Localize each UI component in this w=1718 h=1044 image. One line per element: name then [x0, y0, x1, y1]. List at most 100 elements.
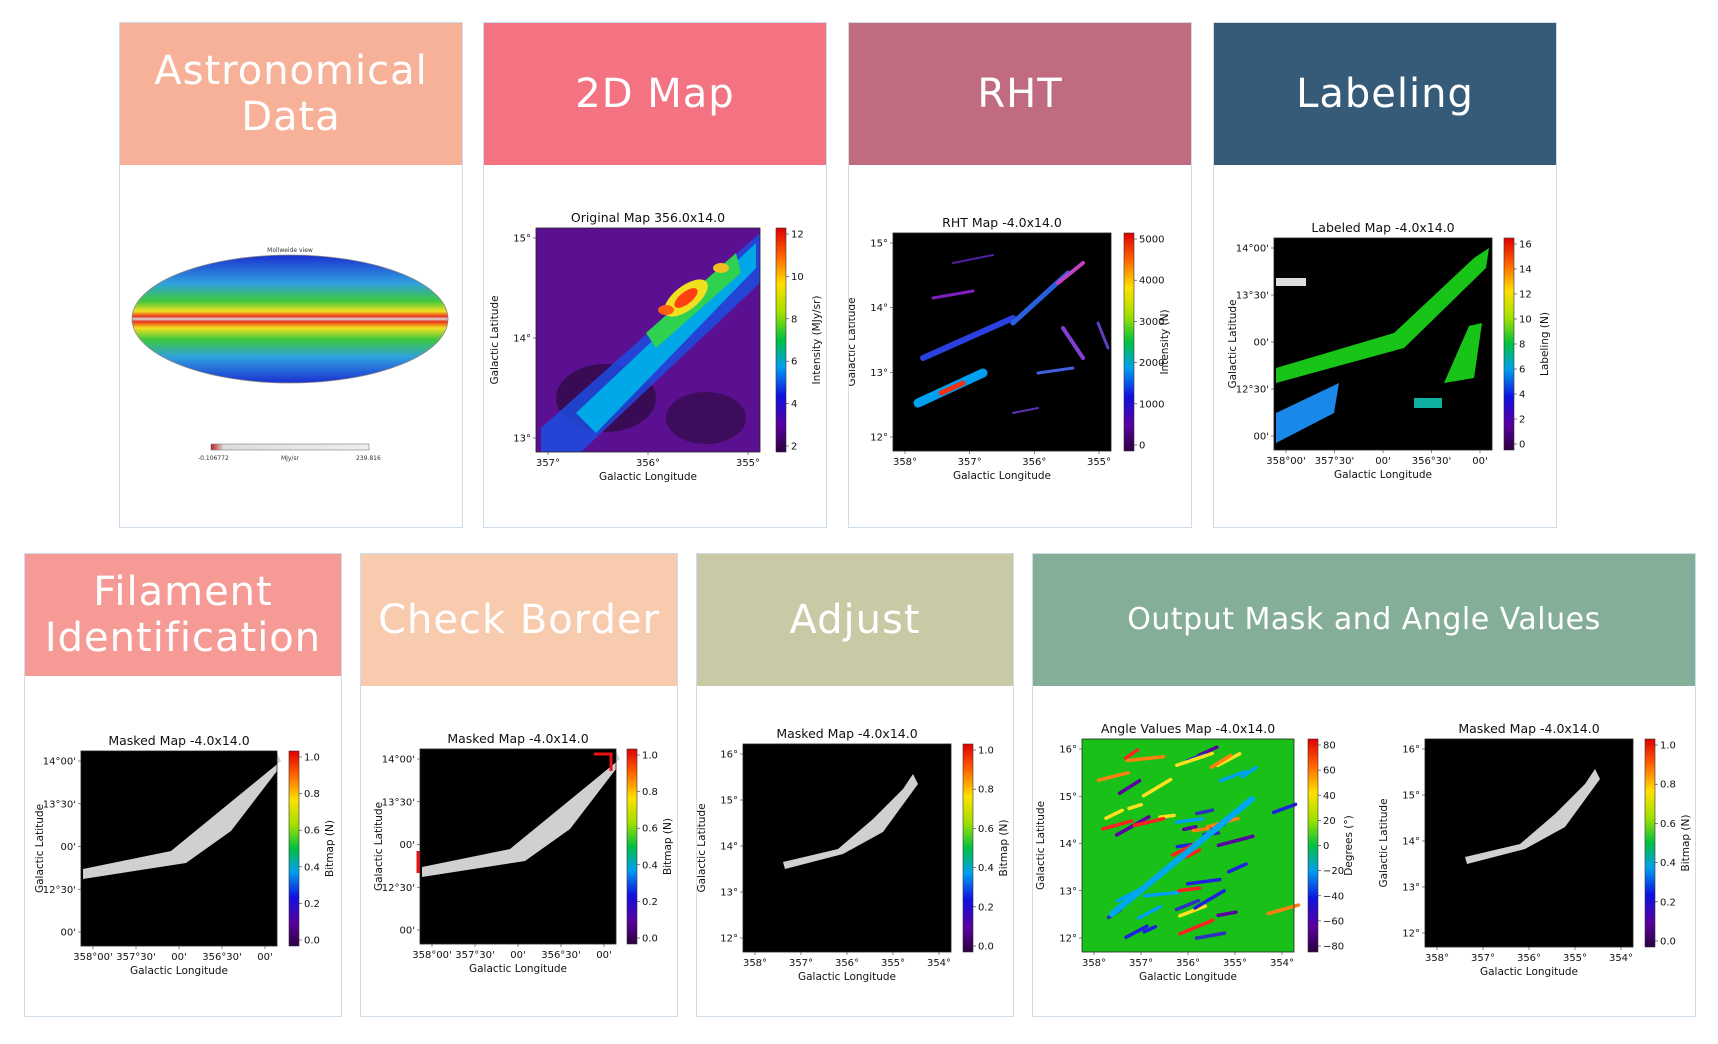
colorbar-tick-label: 0.0 — [1660, 937, 1676, 948]
card-filament-identification: Filament Identification Masked Map -4.0x… — [24, 553, 342, 1017]
colorbar-tick-label: 6 — [791, 357, 797, 368]
y-tick-label: 16° — [1402, 745, 1420, 756]
colorbar-tick-label: 8 — [1519, 340, 1525, 351]
x-axis-label: Galactic Longitude — [1480, 966, 1578, 978]
figure-rht: RHT Map -4.0x14.0 358° 357° 356° 355° 15° 14° 1… — [849, 165, 1191, 527]
mask-region — [83, 753, 281, 879]
y-tick-label: 13°30' — [382, 797, 415, 808]
colorbar — [626, 748, 638, 945]
figure-adjust: Masked Map -4.0x14.0 358° 357° 356° 355° 354°… — [697, 686, 1013, 1016]
x-tick-label: 354° — [1270, 958, 1294, 969]
colorbar-tick-label: −80 — [1323, 942, 1344, 953]
header-rht: RHT — [849, 23, 1191, 165]
angle-segment — [1216, 910, 1238, 918]
colorbar-tick-label: 40 — [1323, 791, 1336, 802]
x-tick-label: 00' — [1375, 456, 1390, 467]
card-rht: RHT RHT Map -4.0x14.0 358° 357° 356° 355° 15°… — [848, 22, 1192, 528]
title-line2: Data — [241, 94, 341, 140]
x-tick-label: 356° — [1022, 457, 1046, 468]
mask-region — [422, 751, 620, 877]
x-tick-label: 00' — [596, 950, 611, 961]
x-tick-label: 356° — [636, 458, 660, 469]
colorbar-label: Bitmap (N) — [998, 820, 1010, 877]
y-tick-label: 15° — [513, 234, 531, 245]
cbar-max: 239.816 — [356, 455, 381, 462]
colorbar-tick-label: 0.8 — [978, 785, 994, 796]
colorbar-tick-label: −60 — [1323, 916, 1344, 927]
y-axis-label: Galactic Latitude — [697, 803, 708, 892]
dark-region — [666, 392, 746, 444]
angle-segment — [1104, 808, 1124, 820]
cbar-min: -0.106772 — [198, 455, 229, 462]
x-tick-label: 00' — [1472, 456, 1487, 467]
y-tick-label: 13°30' — [1236, 291, 1269, 302]
x-tick-label: 356°30' — [541, 950, 581, 961]
x-tick-label: 355° — [1223, 958, 1247, 969]
angle-segment — [1142, 925, 1158, 934]
colorbar-tick-label: 0.6 — [978, 824, 994, 835]
figure-2d-map: Original Map 356.0x14.0 357° 356° 355° 15° 14… — [484, 165, 826, 527]
colorbar-tick-label: 12 — [1519, 290, 1532, 301]
colorbar-tick-label: 0.4 — [978, 863, 994, 874]
angle-segment — [1175, 751, 1214, 768]
y-tick-label: 16° — [720, 750, 738, 761]
colorbar-tick-label: 4000 — [1139, 276, 1164, 287]
y-tick-label: 14° — [870, 303, 888, 314]
x-tick-label: 358°00' — [412, 950, 452, 961]
y-tick-label: 12° — [1402, 929, 1420, 940]
header-filament-identification: Filament Identification — [25, 554, 341, 676]
y-tick-label: 14° — [513, 334, 531, 345]
mask-region — [783, 774, 918, 869]
figure-title: Original Map 356.0x14.0 — [571, 210, 725, 225]
header-astronomical-data: Astronomical Data — [120, 23, 462, 165]
colorbar-tick-label: 0.4 — [642, 860, 658, 871]
y-tick-label: 13° — [1402, 883, 1420, 894]
rht-filament — [931, 289, 975, 300]
angle-segment — [1185, 877, 1222, 886]
y-tick-label: 15° — [870, 239, 888, 250]
card-astronomical-data: Astronomical Data Mollweide view — [119, 22, 463, 528]
y-axis-label: Galactic Latitude — [1378, 798, 1390, 887]
header-2d-map: 2D Map — [484, 23, 826, 165]
y-tick-label: 00' — [61, 928, 76, 939]
x-axis-label: Galactic Longitude — [130, 965, 228, 977]
colorbar-tick-label: 0 — [1139, 441, 1145, 452]
angle-segment — [1184, 848, 1202, 859]
title-line2: Identification — [44, 615, 322, 661]
angle-segment — [1209, 753, 1233, 770]
figure-output: Angle Values Map -4.0x14.0 358° 357° 356° 35… — [1033, 686, 1695, 1016]
colorbar-label: Bitmap (N) — [1680, 815, 1692, 872]
mollweide-title: Mollweide view — [267, 247, 313, 254]
figure-title: Labeled Map -4.0x14.0 — [1311, 220, 1454, 235]
title: Output Mask and Angle Values — [1127, 601, 1601, 637]
colorbar-tick-label: 10 — [791, 272, 804, 283]
figure-labeling: Labeled Map -4.0x14.0 358°00' 357°30' 00' 35… — [1214, 165, 1556, 527]
angle-segment — [1177, 886, 1202, 893]
angle-segment — [1127, 802, 1143, 811]
angle-segment — [1174, 898, 1201, 912]
angle-segment — [1178, 918, 1215, 936]
colorbar — [1644, 738, 1656, 948]
y-tick-label: 00' — [400, 926, 415, 937]
title: Labeling — [1296, 71, 1474, 117]
angle-segment — [1178, 904, 1208, 918]
colorbar-label: Intensity (MJy/sr) — [811, 296, 823, 385]
rht-filament — [1036, 366, 1075, 375]
colorbar-label: Bitmap (N) — [662, 818, 674, 875]
y-tick-label: 13° — [720, 888, 738, 899]
colorbar — [775, 227, 787, 453]
label-region — [1276, 278, 1306, 286]
colorbar-tick-label: 0.8 — [1660, 780, 1676, 791]
colorbar-tick-label: 5000 — [1139, 235, 1164, 246]
colorbar-tick-label: 80 — [1323, 741, 1336, 752]
colorbar — [962, 743, 974, 953]
x-tick-label: 354° — [1609, 953, 1633, 964]
colorbar-tick-label: 10 — [1519, 315, 1532, 326]
colorbar — [1123, 232, 1135, 452]
x-tick-label: 358° — [743, 958, 767, 969]
angle-segment — [1193, 888, 1226, 910]
colorbar-tick-label: 4 — [791, 399, 797, 410]
y-tick-label: 15° — [1402, 791, 1420, 802]
colorbar-tick-label: 0.2 — [642, 897, 658, 908]
x-tick-label: 357° — [1471, 953, 1495, 964]
